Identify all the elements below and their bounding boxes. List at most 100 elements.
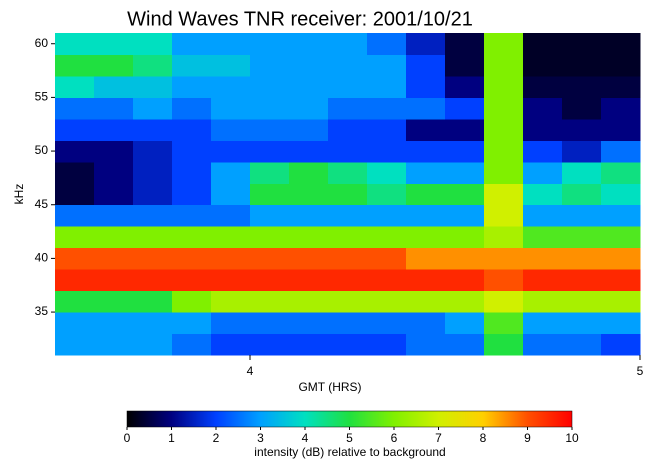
colorbar-tick-label: 6 — [391, 431, 398, 445]
heatmap-cell — [250, 33, 290, 55]
heatmap-cell — [289, 183, 329, 206]
heatmap-cell — [601, 140, 641, 163]
heatmap-cell — [445, 140, 485, 163]
heatmap-cell — [328, 140, 368, 163]
heatmap-cell — [367, 183, 407, 206]
heatmap-cell — [406, 333, 446, 356]
heatmap-cell — [250, 226, 290, 249]
heatmap-cell — [211, 118, 251, 141]
heatmap-cell — [250, 247, 290, 270]
heatmap-cell — [601, 269, 641, 292]
heatmap-cell — [250, 161, 290, 184]
heatmap-cell — [523, 33, 563, 55]
heatmap-cell — [562, 118, 602, 141]
heatmap-cell — [562, 312, 602, 335]
heatmap-cell — [133, 75, 173, 98]
heatmap-cell — [601, 333, 641, 356]
heatmap-cell — [406, 226, 446, 249]
heatmap-cell — [367, 140, 407, 163]
heatmap-cell — [94, 33, 134, 55]
heatmap-cell — [289, 33, 329, 55]
heatmap-cell — [328, 312, 368, 335]
heatmap-cell — [328, 33, 368, 55]
heatmap-cell — [562, 290, 602, 313]
heatmap-cell — [55, 33, 95, 55]
heatmap-cell — [133, 33, 173, 55]
heatmap-cell — [523, 312, 563, 335]
heatmap-cell — [289, 247, 329, 270]
heatmap-cell — [211, 290, 251, 313]
heatmap-cell — [328, 161, 368, 184]
heatmap-cell — [445, 290, 485, 313]
heatmap-cell — [367, 161, 407, 184]
heatmap-cell — [367, 54, 407, 77]
x-tick-label: 4 — [247, 364, 254, 378]
heatmap-cell — [367, 118, 407, 141]
colorbar — [126, 410, 573, 428]
heatmap-cell — [328, 183, 368, 206]
heatmap-cell — [250, 290, 290, 313]
heatmap-cell — [328, 247, 368, 270]
heatmap-cell — [250, 140, 290, 163]
heatmap-cell — [94, 161, 134, 184]
heatmap-cell — [484, 140, 524, 163]
heatmap-cell — [484, 54, 524, 77]
heatmap-cell — [250, 269, 290, 292]
heatmap-cell — [172, 140, 212, 163]
heatmap-cell — [289, 226, 329, 249]
heatmap-cell — [406, 290, 446, 313]
heatmap-cell — [406, 204, 446, 227]
heatmap-cell — [172, 312, 212, 335]
heatmap-cell — [133, 247, 173, 270]
y-tick-label: 55 — [35, 90, 49, 104]
heatmap-cell — [250, 54, 290, 77]
heatmap-cell — [445, 226, 485, 249]
heatmap-cell — [172, 269, 212, 292]
heatmap-cell — [133, 290, 173, 313]
heatmap-cell — [445, 54, 485, 77]
heatmap-cell — [562, 33, 602, 55]
heatmap-cell — [406, 33, 446, 55]
heatmap-cell — [211, 226, 251, 249]
heatmap-cell — [94, 333, 134, 356]
colorbar-tick-label: 5 — [346, 431, 353, 445]
heatmap-cell — [133, 333, 173, 356]
heatmap-cell — [367, 247, 407, 270]
heatmap-cell — [94, 54, 134, 77]
heatmap-cell — [445, 333, 485, 356]
heatmap-cell — [562, 183, 602, 206]
heatmap-cell — [94, 118, 134, 141]
colorbar-tick-label: 4 — [302, 431, 309, 445]
heatmap-cell — [172, 33, 212, 55]
y-tick-label: 60 — [35, 36, 49, 50]
colorbar-tick-label: 10 — [565, 431, 579, 445]
heatmap-cell — [211, 247, 251, 270]
y-tick-label: 40 — [35, 251, 49, 265]
heatmap-cell — [250, 97, 290, 120]
heatmap-cell — [601, 290, 641, 313]
colorbar-tick-label: 3 — [257, 431, 264, 445]
heatmap-cell — [94, 140, 134, 163]
heatmap-cell — [523, 97, 563, 120]
heatmap-cell — [523, 226, 563, 249]
heatmap-cell — [55, 204, 95, 227]
heatmap-cell — [94, 290, 134, 313]
heatmap-cell — [55, 118, 95, 141]
y-axis-label: kHz — [12, 184, 26, 205]
heatmap-cell — [133, 97, 173, 120]
heatmap-cell — [250, 75, 290, 98]
heatmap-cell — [250, 333, 290, 356]
heatmap-cell — [484, 183, 524, 206]
heatmap-cell — [133, 118, 173, 141]
heatmap-cell — [94, 183, 134, 206]
heatmap-cell — [250, 312, 290, 335]
heatmap-cell — [211, 33, 251, 55]
heatmap-cell — [445, 269, 485, 292]
heatmap-cell — [133, 183, 173, 206]
x-tick-label: 5 — [637, 364, 644, 378]
heatmap-cell — [328, 290, 368, 313]
heatmap-cell — [133, 269, 173, 292]
x-axis-label: GMT (HRS) — [298, 380, 361, 394]
colorbar-tick-label: 8 — [480, 431, 487, 445]
heatmap-cell — [289, 312, 329, 335]
